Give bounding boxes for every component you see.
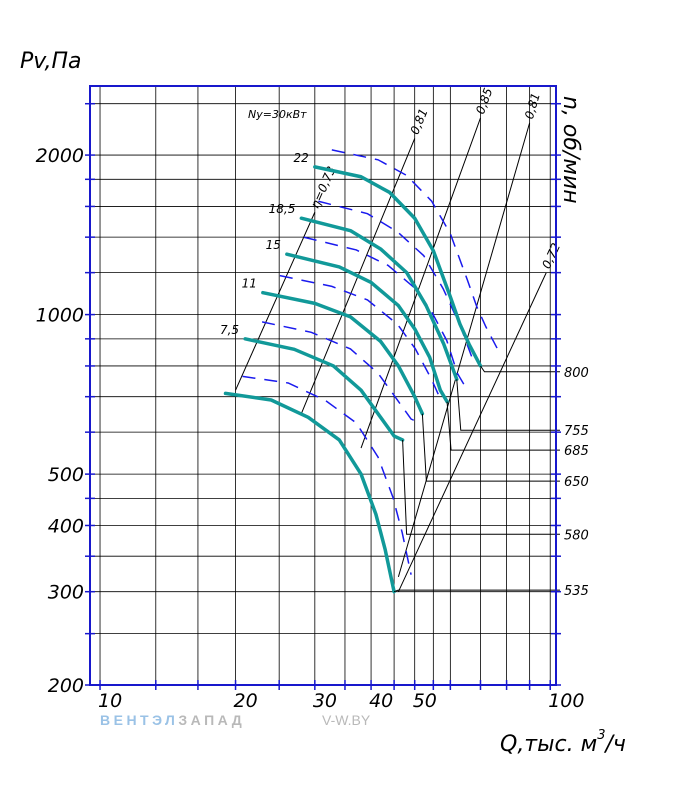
watermark-url: V-W.BY (322, 712, 371, 728)
efficiency-line (397, 272, 547, 592)
power-label: 18,5 (269, 202, 296, 216)
efficiency-label: 0,81 (408, 107, 431, 137)
y-tick-label: 2000 (36, 145, 84, 167)
x-tick-label: 100 (548, 690, 584, 712)
y-tick-label: 500 (48, 464, 84, 486)
power-label: 7,5 (220, 323, 239, 337)
y-tick-label: 1000 (36, 305, 84, 327)
x-tick-label: 30 (313, 690, 337, 712)
power-dash-curve (261, 321, 420, 424)
efficiency-label: 0,85 (473, 86, 495, 116)
power-label: 11 (242, 277, 257, 291)
x-tick-label: 20 (234, 690, 258, 712)
chart-frame (89, 85, 557, 686)
performance-curve (223, 391, 396, 594)
x-tick-label: 40 (369, 690, 393, 712)
rpm-label: 580 (564, 528, 589, 543)
efficiency-line (360, 117, 481, 449)
performance-curve (285, 252, 449, 404)
grid-layer (90, 86, 556, 686)
x-tick-label: 10 (98, 690, 122, 712)
tick-label-layer: 10 20 30 40 50 100 200 300 400 500 1000 2000 (36, 102, 584, 712)
performance-curves-layer: 22 18,5 15 11 7,5 (220, 151, 483, 594)
efficiency-label: 0,81 (522, 91, 543, 121)
rpm-label: 685 (564, 444, 589, 459)
rpm-label: 535 (564, 584, 589, 599)
performance-curve (243, 337, 405, 442)
rpm-label: 800 (564, 366, 589, 381)
y-axis-title: Pv,Па (20, 49, 82, 74)
efficiency-line (397, 122, 531, 577)
power-label: 22 (294, 151, 309, 165)
rpm-layer: 800 755 685 650 580 535 (393, 365, 589, 599)
x-tick-label: 50 (413, 690, 437, 712)
rpm-leader-line (480, 365, 560, 373)
y-tick-label: 200 (48, 675, 84, 697)
power-dash-curve (242, 375, 412, 575)
performance-curve (261, 290, 425, 416)
watermark-part-a: ВЕНТЭЛ (100, 712, 179, 728)
power-label: 15 (266, 238, 281, 252)
rpm-leader-line (421, 413, 560, 482)
x-axis-title-sup: 3 (597, 728, 605, 743)
y-tick-label: 300 (48, 582, 84, 604)
watermark-brand: ВЕНТЭЛЗАПАД (100, 712, 245, 728)
power-dash-curve (279, 274, 441, 398)
power-dash-curve (331, 149, 499, 350)
rpm-leader-line (456, 379, 560, 431)
efficiency-label: 0,72 (539, 241, 563, 271)
performance-curve (299, 216, 459, 382)
rpm-label: 755 (564, 424, 589, 439)
rpm-leader-line (446, 401, 560, 451)
watermark-part-b: ЗАПАД (178, 712, 246, 728)
performance-curve (313, 165, 483, 368)
x-axis-title-tail: /ч (603, 732, 625, 757)
x-axis-title-main: Q,тыс. м (500, 732, 597, 757)
y-tick-label: 400 (48, 515, 84, 537)
rpm-axis-title: n, об/мин (558, 96, 583, 204)
power-label: Ny=30кВт (248, 108, 307, 121)
x-axis-title: Q,тыс. м3/ч (500, 728, 626, 757)
rpm-label: 650 (564, 475, 589, 490)
efficiency-line (235, 212, 316, 391)
rpm-leader-line (402, 439, 560, 535)
rpm-leader-line (393, 589, 560, 593)
